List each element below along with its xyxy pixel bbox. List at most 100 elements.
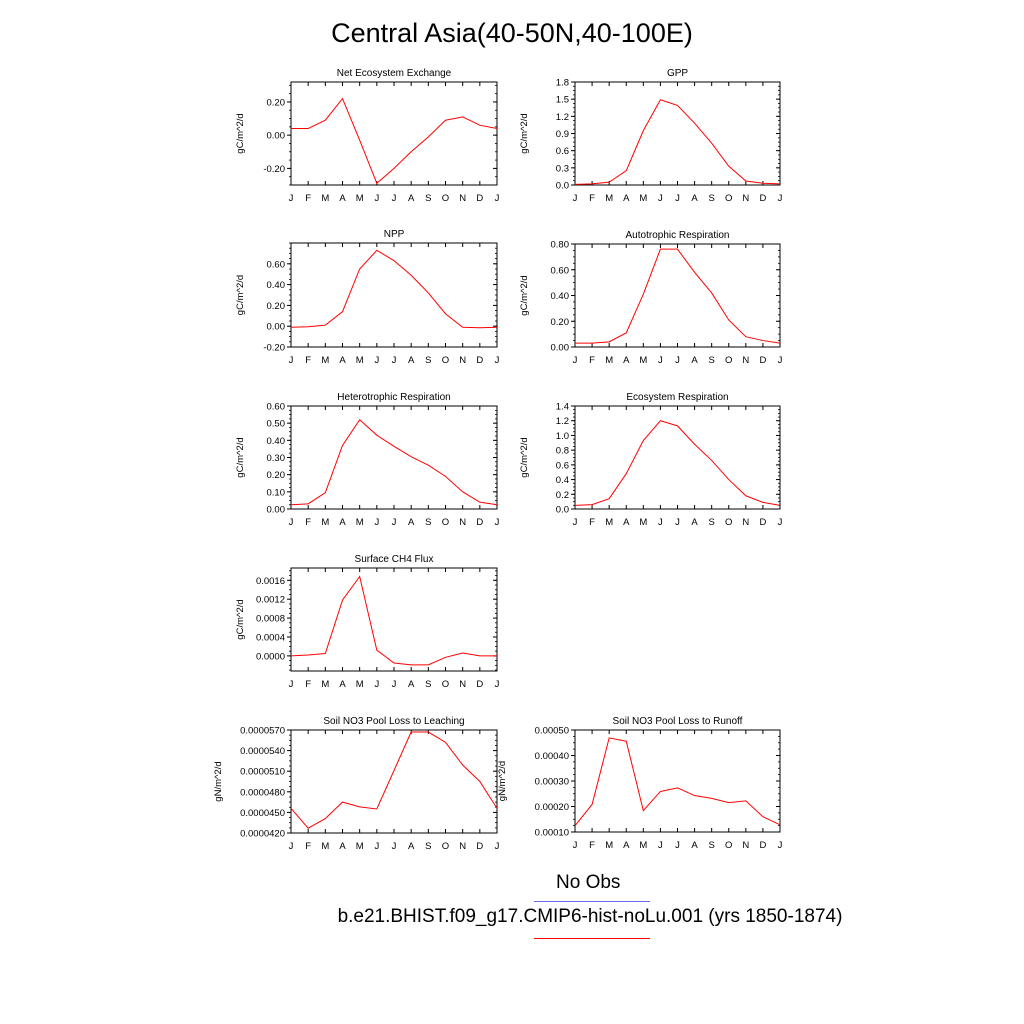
x-tick-label: J bbox=[374, 193, 379, 204]
y-axis-label: gC/m^2/d bbox=[519, 437, 530, 477]
x-tick-label: F bbox=[589, 517, 595, 528]
y-axis-label: gC/m^2/d bbox=[235, 113, 246, 153]
x-tick-label: M bbox=[356, 193, 364, 204]
x-tick-label: J bbox=[289, 193, 294, 204]
x-tick-label: O bbox=[442, 193, 449, 204]
x-tick-label: N bbox=[459, 193, 466, 204]
x-tick-label: A bbox=[691, 840, 698, 851]
x-tick-label: F bbox=[305, 355, 311, 366]
y-axis-label: gN/m^2/d bbox=[213, 761, 224, 801]
x-tick-label: D bbox=[759, 517, 766, 528]
y-tick-label: 0.60 bbox=[267, 259, 286, 270]
x-tick-label: A bbox=[339, 355, 346, 366]
panel-title: Ecosystem Respiration bbox=[626, 392, 728, 403]
x-tick-label: N bbox=[459, 841, 466, 852]
x-tick-label: J bbox=[675, 840, 680, 851]
y-tick-label: 0.80 bbox=[551, 240, 570, 251]
x-tick-label: O bbox=[442, 679, 449, 690]
x-tick-label: A bbox=[623, 355, 630, 366]
x-tick-label: J bbox=[778, 355, 783, 366]
series-line bbox=[574, 737, 781, 826]
y-tick-label: 0.50 bbox=[267, 419, 286, 430]
x-tick-label: N bbox=[742, 193, 749, 204]
x-tick-label: J bbox=[495, 841, 500, 852]
y-tick-label: 0.4 bbox=[556, 475, 569, 486]
y-axis-label: gC/m^2/d bbox=[235, 437, 246, 477]
x-tick-label: A bbox=[408, 841, 415, 852]
y-tick-label: 0.00 bbox=[267, 322, 286, 333]
y-tick-label: 1.4 bbox=[556, 402, 569, 413]
y-tick-label: 0.40 bbox=[267, 436, 286, 447]
x-tick-label: J bbox=[374, 841, 379, 852]
series-line bbox=[291, 97, 498, 185]
x-tick-label: S bbox=[708, 517, 714, 528]
legend-model-label: b.e21.BHIST.f09_g17.CMIP6-hist-noLu.001 … bbox=[337, 906, 843, 927]
x-tick-label: F bbox=[305, 193, 311, 204]
x-tick-label: D bbox=[759, 840, 766, 851]
x-tick-label: S bbox=[425, 355, 431, 366]
y-tick-label: 0.60 bbox=[267, 402, 286, 413]
y-axis-label: gN/m^2/d bbox=[497, 761, 508, 801]
y-tick-label: 0.20 bbox=[551, 317, 570, 328]
y-tick-label: 0.00050 bbox=[535, 726, 569, 737]
x-tick-label: O bbox=[442, 517, 449, 528]
y-tick-label: 0.00 bbox=[551, 343, 570, 354]
x-tick-label: A bbox=[339, 841, 346, 852]
x-tick-label: J bbox=[573, 355, 578, 366]
x-tick-label: A bbox=[691, 355, 698, 366]
y-tick-label: 0.20 bbox=[267, 97, 286, 108]
x-tick-label: J bbox=[495, 517, 500, 528]
x-tick-label: D bbox=[476, 517, 483, 528]
panel-title: Heterotrophic Respiration bbox=[337, 392, 450, 403]
x-tick-label: A bbox=[691, 517, 698, 528]
y-tick-label: 0.0012 bbox=[256, 595, 285, 606]
x-tick-label: M bbox=[321, 841, 329, 852]
y-tick-label: 0.20 bbox=[267, 301, 286, 312]
x-tick-label: J bbox=[392, 355, 397, 366]
y-tick-label: 0.6 bbox=[556, 146, 569, 157]
x-tick-label: M bbox=[356, 841, 364, 852]
y-tick-label: 0.00 bbox=[267, 505, 286, 516]
y-tick-label: 0.20 bbox=[267, 470, 286, 481]
panel-title: Soil NO3 Pool Loss to Runoff bbox=[613, 716, 743, 727]
y-tick-label: 0.60 bbox=[551, 265, 570, 276]
y-tick-label: 0.9 bbox=[556, 129, 569, 140]
x-tick-label: F bbox=[305, 841, 311, 852]
panel-title: NPP bbox=[384, 229, 405, 240]
x-tick-label: J bbox=[374, 517, 379, 528]
series-line bbox=[575, 248, 781, 344]
x-tick-label: O bbox=[725, 840, 732, 851]
x-tick-label: J bbox=[675, 517, 680, 528]
x-tick-label: J bbox=[392, 517, 397, 528]
x-tick-label: J bbox=[573, 840, 578, 851]
legend-obs-label: No Obs bbox=[556, 872, 621, 893]
y-tick-label: 0.0000510 bbox=[240, 767, 285, 778]
x-tick-label: A bbox=[408, 355, 415, 366]
x-tick-label: J bbox=[573, 517, 578, 528]
x-tick-label: D bbox=[759, 193, 766, 204]
x-tick-label: F bbox=[305, 517, 311, 528]
y-tick-label: 0.40 bbox=[267, 280, 286, 291]
x-tick-label: J bbox=[658, 355, 663, 366]
x-tick-label: M bbox=[605, 517, 613, 528]
x-tick-label: S bbox=[425, 841, 431, 852]
x-tick-label: J bbox=[778, 193, 783, 204]
y-tick-label: -0.20 bbox=[263, 164, 285, 175]
x-tick-label: J bbox=[289, 355, 294, 366]
y-axis-label: gC/m^2/d bbox=[235, 599, 246, 639]
x-tick-label: N bbox=[459, 679, 466, 690]
plot-frame bbox=[290, 729, 498, 834]
y-tick-label: -0.20 bbox=[263, 343, 285, 354]
plot-frame bbox=[574, 405, 781, 510]
x-tick-label: M bbox=[321, 679, 329, 690]
x-tick-label: A bbox=[339, 679, 346, 690]
x-tick-label: O bbox=[725, 193, 732, 204]
x-tick-label: M bbox=[321, 517, 329, 528]
y-tick-label: 0.0000450 bbox=[240, 808, 285, 819]
x-tick-label: F bbox=[589, 840, 595, 851]
y-tick-label: 0.2 bbox=[556, 490, 569, 501]
y-tick-label: 0.0008 bbox=[256, 614, 285, 625]
